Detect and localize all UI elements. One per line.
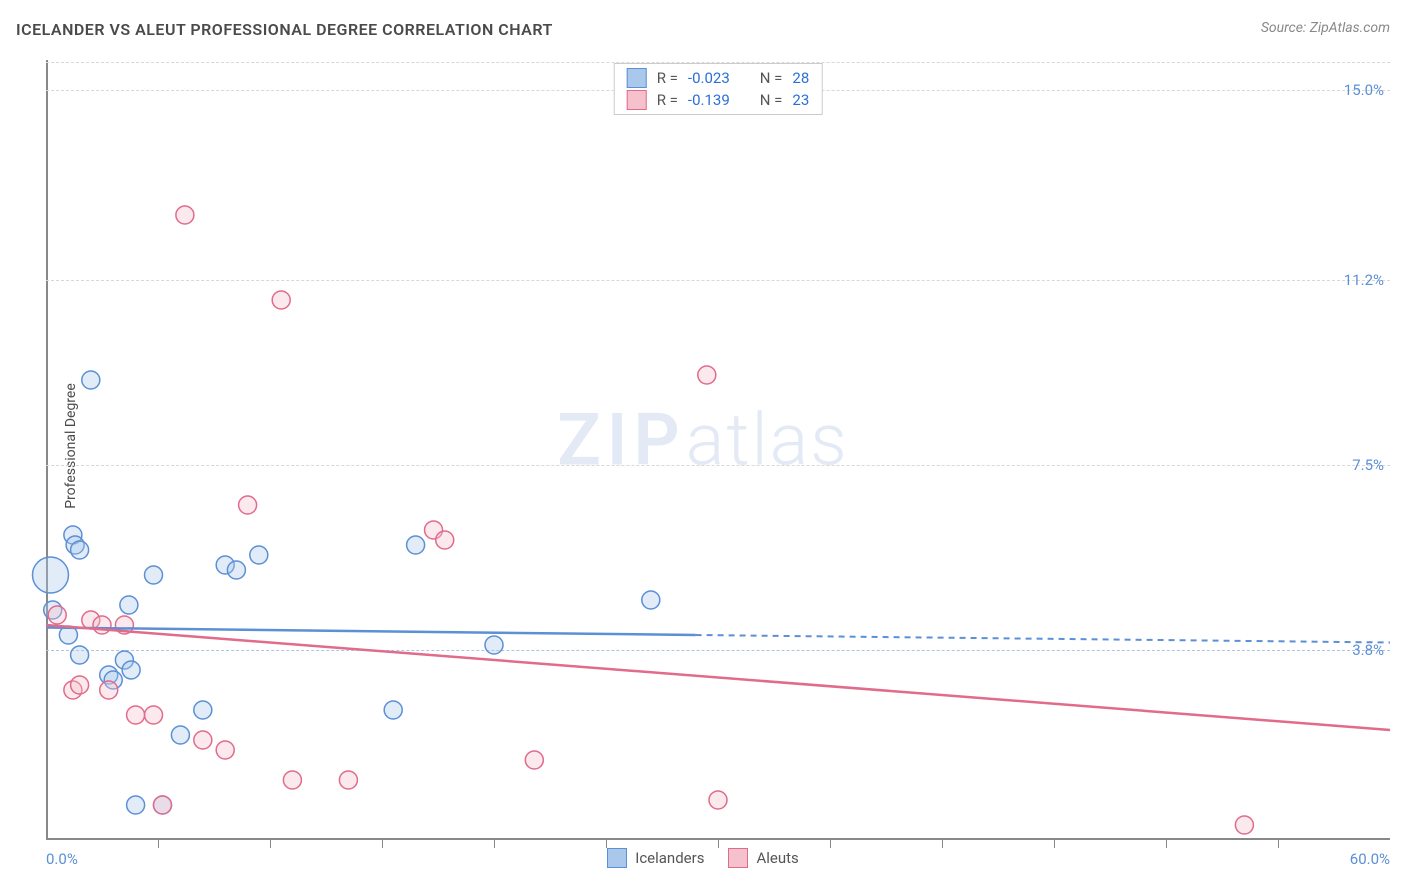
data-point-icelanders bbox=[120, 596, 138, 614]
legend-item-aleuts: Aleuts bbox=[728, 848, 798, 868]
swatch-aleuts-icon bbox=[728, 848, 748, 868]
data-point-aleuts bbox=[709, 791, 727, 809]
data-point-icelanders bbox=[250, 546, 268, 564]
trend-line-aleuts bbox=[46, 625, 1390, 730]
r-value-icelanders: -0.023 bbox=[688, 69, 730, 87]
chart-source: Source: ZipAtlas.com bbox=[1261, 20, 1390, 36]
data-point-aleuts bbox=[1235, 816, 1253, 834]
data-point-icelanders bbox=[71, 646, 89, 664]
data-point-icelanders bbox=[642, 591, 660, 609]
x-tick bbox=[1166, 840, 1167, 848]
data-point-icelanders bbox=[122, 661, 140, 679]
data-point-aleuts bbox=[93, 616, 111, 634]
x-tick bbox=[718, 840, 719, 848]
trend-line-ext-icelanders bbox=[696, 635, 1390, 643]
x-tick bbox=[830, 840, 831, 848]
r-value-aleuts: -0.139 bbox=[688, 91, 730, 109]
series-legend: Icelanders Aleuts bbox=[0, 848, 1406, 868]
x-tick bbox=[158, 840, 159, 848]
data-point-icelanders bbox=[227, 561, 245, 579]
plot-svg bbox=[46, 60, 1390, 840]
data-point-aleuts bbox=[176, 206, 194, 224]
data-point-icelanders bbox=[407, 536, 425, 554]
data-point-icelanders bbox=[171, 726, 189, 744]
legend-row-aleuts: R = -0.139 N = 23 bbox=[627, 90, 810, 110]
r-label: R = bbox=[657, 69, 678, 87]
data-point-aleuts bbox=[525, 751, 543, 769]
data-point-icelanders bbox=[71, 541, 89, 559]
x-tick bbox=[494, 840, 495, 848]
data-point-icelanders bbox=[194, 701, 212, 719]
n-label: N = bbox=[760, 69, 783, 87]
legend-item-icelanders: Icelanders bbox=[607, 848, 704, 868]
swatch-icelanders-icon bbox=[627, 68, 647, 88]
data-point-aleuts bbox=[48, 606, 66, 624]
n-value-aleuts: 23 bbox=[792, 91, 809, 109]
data-point-icelanders bbox=[485, 636, 503, 654]
legend-label-icelanders: Icelanders bbox=[635, 849, 704, 867]
data-point-aleuts bbox=[216, 741, 234, 759]
x-tick bbox=[1278, 840, 1279, 848]
data-point-aleuts bbox=[127, 706, 145, 724]
data-point-aleuts bbox=[239, 496, 257, 514]
data-point-aleuts bbox=[283, 771, 301, 789]
x-tick bbox=[1054, 840, 1055, 848]
swatch-icelanders-icon bbox=[607, 848, 627, 868]
data-point-aleuts bbox=[436, 531, 454, 549]
r-label: R = bbox=[657, 91, 678, 109]
n-value-icelanders: 28 bbox=[792, 69, 809, 87]
data-point-aleuts bbox=[272, 291, 290, 309]
x-tick bbox=[382, 840, 383, 848]
legend-row-icelanders: R = -0.023 N = 28 bbox=[627, 68, 810, 88]
data-point-aleuts bbox=[71, 676, 89, 694]
data-point-icelanders bbox=[127, 796, 145, 814]
data-point-icelanders bbox=[384, 701, 402, 719]
x-tick bbox=[606, 840, 607, 848]
swatch-aleuts-icon bbox=[627, 90, 647, 110]
data-point-aleuts bbox=[698, 366, 716, 384]
n-label: N = bbox=[760, 91, 783, 109]
data-point-icelanders bbox=[32, 557, 68, 593]
data-point-icelanders bbox=[145, 566, 163, 584]
trend-line-icelanders bbox=[46, 628, 696, 636]
legend-label-aleuts: Aleuts bbox=[756, 849, 798, 867]
plot-area: 3.8%7.5%11.2%15.0% R = -0.023 N = 28 R =… bbox=[46, 60, 1390, 840]
data-point-aleuts bbox=[153, 796, 171, 814]
x-tick bbox=[270, 840, 271, 848]
x-tick bbox=[942, 840, 943, 848]
data-point-icelanders bbox=[82, 371, 100, 389]
data-point-aleuts bbox=[194, 731, 212, 749]
chart-title: ICELANDER VS ALEUT PROFESSIONAL DEGREE C… bbox=[16, 20, 553, 39]
data-point-aleuts bbox=[339, 771, 357, 789]
data-point-aleuts bbox=[100, 681, 118, 699]
data-point-aleuts bbox=[145, 706, 163, 724]
regression-legend-box: R = -0.023 N = 28 R = -0.139 N = 23 bbox=[614, 63, 823, 115]
